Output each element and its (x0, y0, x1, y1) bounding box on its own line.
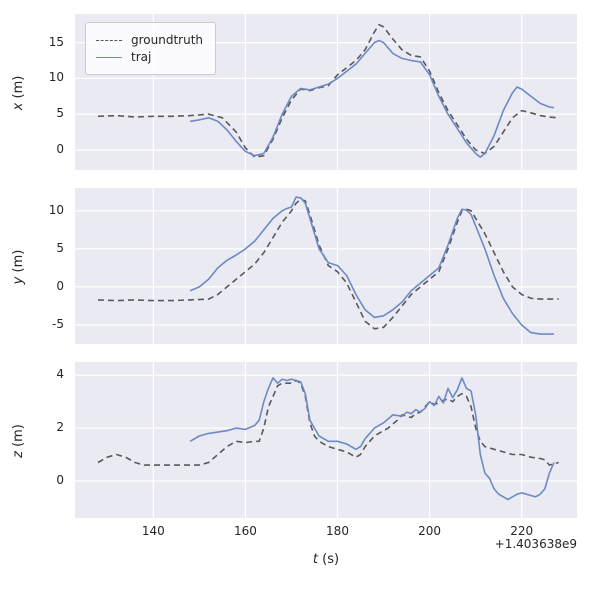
legend: groundtruth traj (85, 22, 217, 75)
y-tick-label: 15 (48, 34, 64, 49)
traj-line (189, 196, 554, 335)
subplot-z-plot-area (75, 362, 577, 518)
traj-line-swatch (96, 56, 122, 58)
legend-label: groundtruth (131, 33, 204, 47)
x-tick-label: 200 (418, 524, 442, 538)
traj-line (189, 39, 555, 158)
axes-background (75, 188, 577, 344)
y-axis-label-z: z (m) (11, 424, 26, 458)
x-tick-label: 180 (326, 524, 349, 538)
y-tick-label: 0 (56, 141, 64, 156)
groundtruth-line-swatch (96, 39, 122, 41)
legend-entry-groundtruth: groundtruth (96, 33, 203, 47)
legend-entry-traj: traj (96, 50, 203, 64)
subplot-y-plot-area (75, 188, 577, 344)
y-tick-label: -5 (52, 316, 64, 331)
y-tick-label: 2 (56, 420, 64, 435)
y-tick-label: 4 (56, 367, 64, 382)
y-tick-label: 5 (56, 106, 64, 121)
x-tick-label: 160 (233, 524, 257, 538)
y-tick-label: 5 (56, 240, 64, 255)
x-tick-label: 220 (510, 524, 534, 538)
traj-line (189, 377, 555, 501)
legend-label: traj (131, 50, 152, 64)
groundtruth-line (97, 23, 559, 158)
groundtruth-line (97, 198, 559, 330)
y-tick-label: 0 (56, 278, 64, 293)
y-tick-label: 10 (48, 202, 64, 217)
y-tick-label: 10 (48, 70, 64, 85)
x-axis-offset-text: +1.403638e9 (494, 537, 577, 551)
x-axis-label: t (s) (312, 552, 340, 567)
y-tick-label: 0 (56, 472, 64, 487)
x-tick-label: 140 (141, 524, 165, 538)
